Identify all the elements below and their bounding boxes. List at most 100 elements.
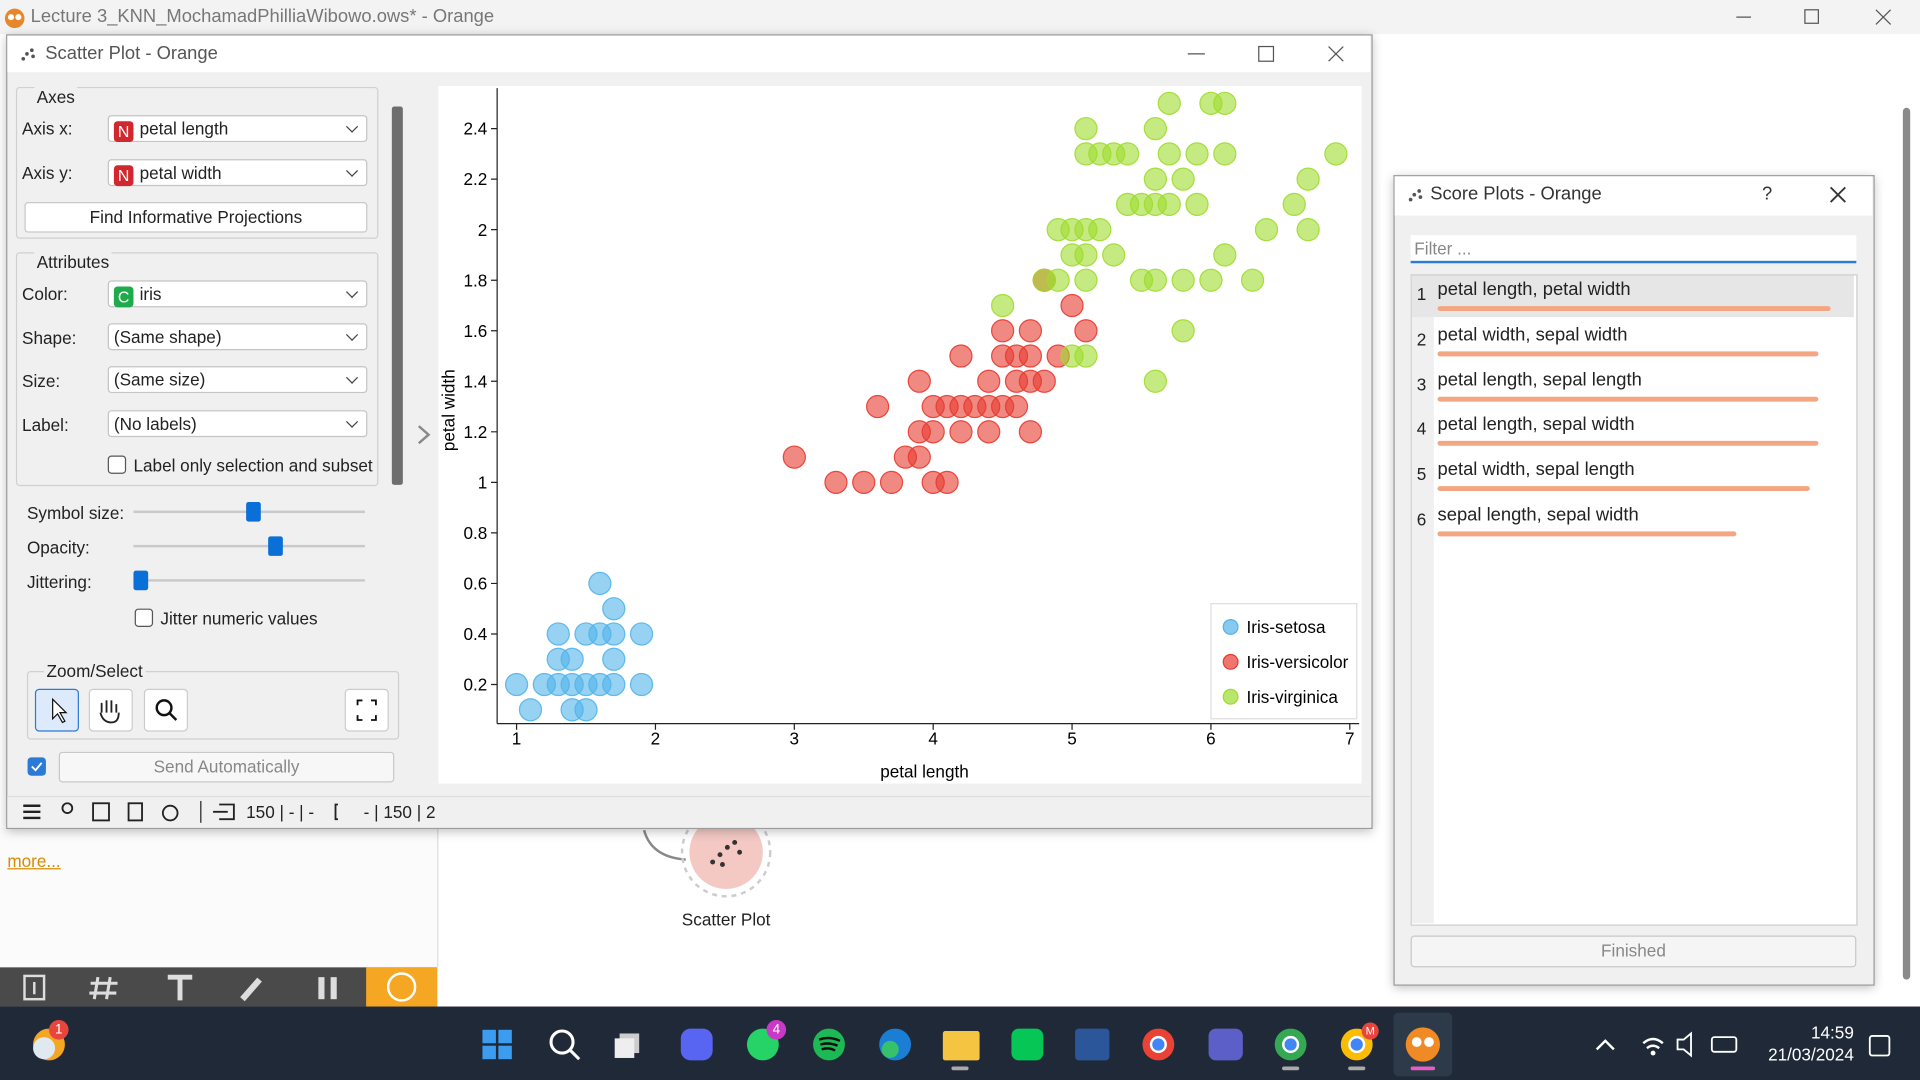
shape <box>417 425 431 445</box>
shape <box>710 859 716 865</box>
point <box>1143 369 1168 393</box>
shape <box>1149 1035 1167 1054</box>
point <box>1213 142 1237 166</box>
point <box>1018 420 1043 444</box>
collapse-arrow <box>417 425 431 445</box>
shape <box>92 802 110 822</box>
shape <box>1642 1037 1664 1050</box>
point <box>1074 344 1098 368</box>
y-tick-label: 1 <box>478 472 488 492</box>
slider-handle[interactable] <box>268 536 283 556</box>
shape <box>344 688 389 732</box>
notification-badge: 4 <box>772 1022 781 1038</box>
y-axis-title: petal width <box>438 369 458 451</box>
point <box>1074 116 1098 141</box>
dropdown-value: (Same shape) <box>113 326 222 347</box>
point <box>602 647 626 671</box>
dropdown-value: (Same size) <box>113 369 206 390</box>
checkbox[interactable] <box>107 455 127 474</box>
checkbox[interactable] <box>134 608 154 627</box>
point <box>588 571 612 596</box>
filter-input[interactable] <box>1410 235 1857 264</box>
close-button <box>1829 186 1846 203</box>
point <box>1074 268 1098 292</box>
field-label: Size: <box>22 371 61 391</box>
rank: 4 <box>1416 419 1427 439</box>
point <box>949 420 973 444</box>
shape <box>33 1037 56 1060</box>
score-label[interactable]: sepal length, sepal width <box>1437 504 1639 526</box>
point <box>1157 142 1181 166</box>
shape-dropdown[interactable]: (Same shape) <box>107 323 368 351</box>
score-label[interactable]: petal length, sepal length <box>1437 369 1642 391</box>
shape <box>127 802 143 822</box>
x-tick-label: 6 <box>1206 728 1216 748</box>
shape <box>1676 1031 1692 1058</box>
score-label[interactable]: petal width, sepal width <box>1437 324 1628 346</box>
slider-handle[interactable] <box>246 502 261 522</box>
point <box>1046 268 1070 292</box>
dropdown-value: petal length <box>139 118 229 139</box>
point <box>990 293 1015 318</box>
label-dropdown[interactable]: (No labels) <box>107 410 368 438</box>
shape <box>1868 1035 1891 1057</box>
shape <box>161 804 179 822</box>
shape <box>25 52 29 56</box>
y-tick-label: 1.8 <box>464 270 488 290</box>
x-axis-title: petal length <box>880 762 969 782</box>
point <box>782 445 806 469</box>
notification-badge: M <box>1365 1024 1375 1038</box>
shape <box>717 852 723 858</box>
legend-marker <box>1222 618 1239 635</box>
score-bar <box>1437 351 1818 357</box>
window-controls <box>1736 9 1892 25</box>
point <box>1324 142 1348 166</box>
group-heading: Attributes <box>34 251 112 274</box>
point <box>1213 91 1237 115</box>
score-label[interactable]: petal width, sepal length <box>1437 459 1635 481</box>
shape <box>818 1036 841 1052</box>
point <box>824 470 848 494</box>
point <box>1171 268 1195 292</box>
shape <box>1011 1028 1044 1061</box>
checkbox-label: Jitter numeric values <box>160 608 318 629</box>
panel-scrollbar <box>391 106 403 485</box>
find-projections-button[interactable]: Find Informative Projections <box>24 202 368 233</box>
score-label[interactable]: petal length, petal width <box>1437 279 1631 301</box>
shape <box>942 1031 980 1061</box>
point <box>1157 91 1181 115</box>
y-tick-label: 1.2 <box>464 422 488 442</box>
send-button[interactable]: Send Automatically <box>58 751 395 783</box>
shape <box>1348 1035 1366 1054</box>
window-controls <box>1187 45 1344 62</box>
size-dropdown[interactable]: (Same size) <box>107 366 368 394</box>
shape <box>1412 192 1417 197</box>
point <box>907 369 931 393</box>
point <box>629 622 654 646</box>
point <box>1032 369 1056 393</box>
shape <box>482 1029 496 1044</box>
shape <box>386 972 417 1002</box>
type-badge: C <box>113 286 134 308</box>
shape <box>951 1066 969 1071</box>
shape <box>1075 1028 1110 1061</box>
shape <box>482 1045 496 1060</box>
group-heading: Axes <box>34 85 78 108</box>
point <box>1296 167 1320 191</box>
y-tick-label: 0.6 <box>464 574 488 594</box>
score-bar <box>1437 306 1831 312</box>
point <box>1240 268 1265 292</box>
point <box>602 597 626 621</box>
help-button[interactable]: ? <box>1762 183 1773 205</box>
point <box>1254 218 1279 242</box>
zoom-buttons <box>34 688 389 732</box>
score-label[interactable]: petal length, sepal width <box>1437 414 1635 436</box>
shape <box>766 1020 787 1040</box>
point <box>1004 394 1029 419</box>
slider-handle[interactable] <box>133 570 149 591</box>
